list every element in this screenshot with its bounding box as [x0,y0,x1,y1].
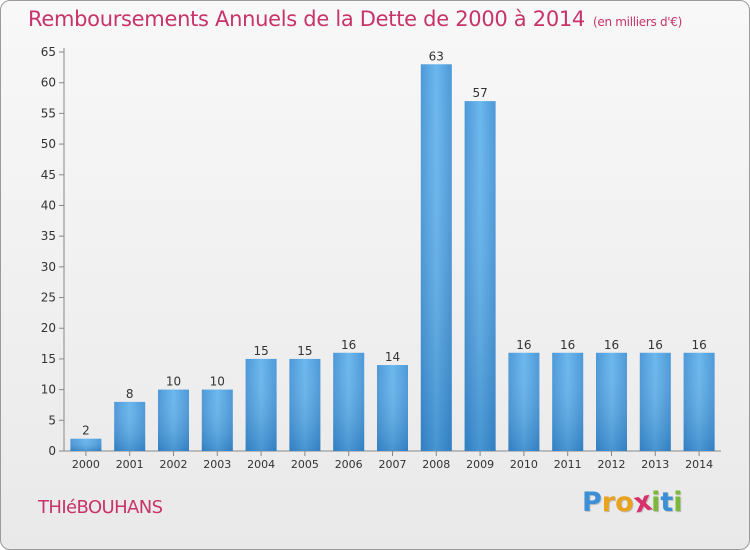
y-tick-label: 35 [41,229,56,243]
logo-letter: t [660,487,674,518]
bar-value-label: 10 [166,375,181,389]
bar-shade [289,358,321,451]
bar-shade [201,389,233,451]
x-tick-label: 2007 [379,458,407,471]
y-tick-label: 20 [41,321,56,335]
logo-letter: i [673,487,683,518]
x-tick-label: 2013 [641,458,669,471]
bar-shade [245,358,277,451]
chart-unit: (en milliers d'€) [593,15,683,29]
x-tick-label: 2005 [291,458,319,471]
x-tick-label: 2008 [422,458,450,471]
logo-letter: r [601,487,616,518]
bar-value-label: 16 [516,338,531,352]
bar-shade [420,64,452,452]
bar-value-label: 16 [604,338,619,352]
bar-shade [114,401,146,451]
proxiti-logo: Proxiti [582,486,683,520]
x-tick-label: 2011 [554,458,582,471]
bar-value-label: 16 [341,338,356,352]
bar-value-label: 15 [297,344,312,358]
bar-shade [377,365,408,451]
x-tick-label: 2003 [203,458,231,471]
commune-name: THIéBOUHANS [38,497,163,518]
bar-value-label: 16 [560,338,575,352]
y-tick-label: 50 [41,137,56,151]
y-tick-label: 15 [41,352,56,366]
bar-value-label: 10 [210,375,225,389]
bar-shade [333,352,365,451]
x-tick-label: 2004 [247,458,275,471]
bar-value-label: 15 [253,344,268,358]
y-tick-label: 55 [41,106,56,120]
bar-shade [639,352,671,451]
bar-shade [70,438,102,451]
bar-value-label: 2 [82,424,90,438]
x-tick-label: 2010 [510,458,538,471]
y-tick-label: 25 [41,291,56,305]
bar-value-label: 16 [691,338,706,352]
x-tick-label: 2001 [116,458,144,471]
bar-value-label: 63 [429,49,444,63]
logo-letter: i [651,487,661,518]
bar-shade [464,101,496,451]
logo-letter: o [615,487,634,518]
x-tick-label: 2014 [685,458,713,471]
y-tick-label: 65 [41,45,56,59]
logo-letter: P [582,487,602,518]
y-tick-label: 5 [48,413,56,427]
x-tick-label: 2002 [160,458,188,471]
y-tick-label: 30 [41,260,56,274]
x-tick-label: 2000 [72,458,100,471]
y-tick-label: 45 [41,168,56,182]
chart-title: Remboursements Annuels de la Dette de 20… [28,7,682,31]
x-tick-label: 2009 [466,458,494,471]
bar-shade [683,352,715,451]
bar-shade [508,352,540,451]
y-tick-label: 40 [41,198,56,212]
bar-value-label: 14 [385,350,400,364]
bar-shade [158,389,189,451]
bar-shade [552,352,584,451]
x-tick-label: 2012 [598,458,626,471]
bar-value-label: 8 [126,387,134,401]
chart-title-text: Remboursements Annuels de la Dette de 20… [28,7,585,31]
bar-value-label: 57 [472,86,487,100]
x-tick-label: 2006 [335,458,363,471]
y-tick-label: 0 [48,444,56,458]
bar-value-label: 16 [648,338,663,352]
y-tick-label: 10 [41,383,56,397]
bar-shade [596,352,627,451]
y-tick-label: 60 [41,76,56,90]
